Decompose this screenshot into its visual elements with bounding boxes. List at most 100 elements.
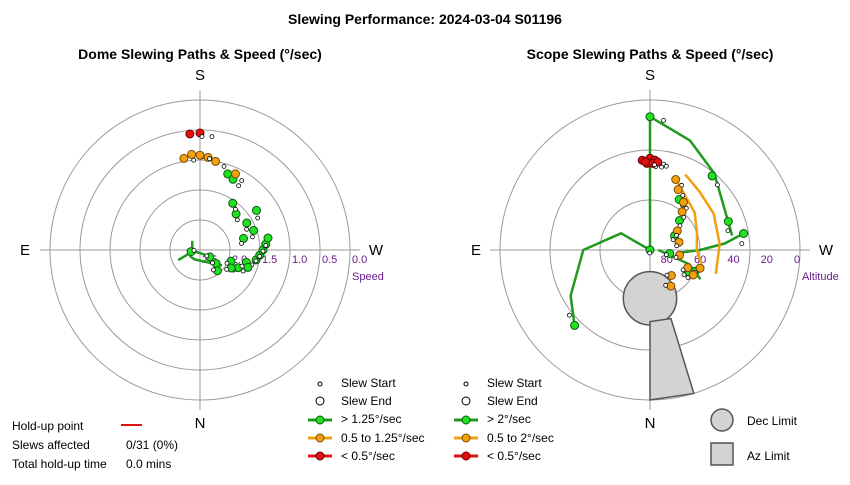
dome-slew-start-point: [224, 266, 230, 272]
scope-slew-end-point: [570, 320, 580, 330]
medium-marker-icon: [315, 433, 325, 443]
scope-title: Scope Slewing Paths & Speed (°/sec): [527, 46, 774, 62]
scope-slew-end-point: [739, 229, 749, 238]
dome-slew-end-point: [228, 198, 238, 208]
scope-slew-start-point: [739, 241, 745, 247]
scope-legend-medium: 0.5 to 2°/sec: [487, 431, 554, 445]
scope-slew-end-point: [677, 207, 687, 217]
dome-slew-end-point: [179, 153, 189, 163]
dome-slew-start-point: [253, 258, 259, 264]
dome-dir-s: S: [195, 67, 205, 84]
scope-tick-label: 0: [794, 254, 800, 266]
dome-slew-end-point: [249, 226, 259, 235]
scope-slew-start-point: [664, 272, 670, 278]
scope-slew-start-point: [652, 162, 657, 168]
scope-limits: [622, 270, 695, 401]
scope-legend-fast: > 2°/sec: [487, 412, 531, 426]
slew-start-marker-icon: [463, 381, 469, 387]
scope-slew-end-point: [666, 281, 676, 291]
total-holdup-value: 0.0 mins: [126, 457, 171, 471]
dome-tick-label: 1.0: [292, 254, 307, 266]
scope-slew-end-point: [671, 175, 681, 184]
dome-plot: [177, 128, 273, 276]
slew-end-marker-icon: [315, 396, 325, 406]
dome-grid: [40, 90, 360, 410]
scope-legend-slow: < 0.5°/sec: [487, 449, 541, 463]
scope-slew-start-point: [715, 182, 720, 188]
dome-slew-start-point: [224, 260, 230, 266]
dome-slew-start-point: [240, 268, 246, 274]
dome-slew-start-point: [234, 217, 240, 223]
scope-dir-w: W: [819, 242, 834, 259]
slews-affected-value: 0/31 (0%): [126, 438, 178, 452]
dome-slew-start-point: [204, 253, 210, 259]
scope-slew-end-point: [695, 263, 705, 273]
scope-dir-e: E: [471, 242, 481, 259]
slow-marker-icon: [461, 451, 471, 461]
dome-axis-name: Speed: [352, 271, 384, 283]
scope-slew-start-point: [663, 252, 669, 258]
scope-slew-start-point: [663, 163, 669, 169]
scope-legend-start: Slew Start: [487, 376, 542, 390]
medium-marker-icon: [461, 433, 471, 443]
holdup-point-label: Hold-up point: [12, 419, 84, 433]
scope-slew-path: [684, 173, 721, 275]
dome-slew-start-point: [191, 247, 197, 253]
dome-tick-label: 0.5: [322, 254, 337, 266]
dome-legend-medium: 0.5 to 1.25°/sec: [341, 431, 425, 445]
scope-slew-path: [569, 232, 651, 326]
scope-tick-label: 40: [727, 254, 739, 266]
dome-slew-start-point: [207, 156, 213, 162]
dome-slew-start-point: [210, 260, 215, 266]
scope-slew-start-point: [680, 267, 686, 273]
chart-title: Slewing Performance: 2024-03-04 S01196: [288, 11, 562, 27]
slow-marker-icon: [315, 451, 325, 461]
dome-slew-start-point: [199, 134, 205, 140]
scope-slew-start-point: [725, 228, 731, 234]
dome-slew-end-point: [231, 169, 240, 179]
scope-slew-end-point: [707, 171, 717, 181]
scope-dir-n: N: [645, 415, 656, 432]
dome-slew-end-point: [187, 149, 197, 159]
slews-affected-label: Slews affected: [12, 438, 90, 452]
dome-slew-end-point: [242, 218, 252, 228]
scope-slew-start-point: [674, 243, 680, 249]
dome-slew-start-point: [260, 248, 266, 254]
dome-slew-start-point: [239, 240, 244, 246]
scope-slew-end-point: [688, 270, 698, 280]
dome-tick-label: 1.5: [262, 254, 277, 266]
dome-tick-label: 0.0: [352, 254, 367, 266]
fast-marker-icon: [315, 415, 325, 425]
dome-slew-start-point: [210, 267, 216, 273]
scope-slew-start-point: [680, 192, 686, 198]
dec-limit-icon: [710, 408, 734, 432]
slew-start-marker-icon: [317, 381, 323, 387]
az-limit-icon: [710, 442, 734, 466]
scope-plot: [567, 112, 749, 330]
scope-slew-start-point: [659, 164, 664, 170]
dome-legend-start: Slew Start: [341, 376, 396, 390]
scope-dir-s: S: [645, 67, 655, 84]
scope-slew-end-point: [673, 185, 683, 195]
dome-slew-start-point: [244, 226, 250, 232]
scope-slew-path: [649, 115, 734, 236]
scope-slew-end-point: [683, 263, 693, 273]
scope-legend-az-limit: Az Limit: [747, 449, 790, 463]
dome-slew-end-point: [252, 205, 261, 215]
dome-slew-start-point: [236, 183, 242, 189]
dome-slew-start-point: [209, 134, 215, 140]
scope-axis-name: Altitude: [802, 271, 839, 283]
dome-slew-start-point: [249, 234, 255, 240]
scope-legend: Slew Start Slew End > 2°/sec 0.5 to 2°/s…: [454, 376, 798, 466]
dome-slew-end-point: [185, 129, 195, 139]
fast-marker-icon: [461, 415, 471, 425]
scope-slew-start-point: [685, 275, 691, 281]
scope-slew-start-point: [674, 232, 679, 238]
scope-slew-path: [679, 232, 745, 254]
dome-slew-start-point: [239, 263, 245, 269]
scope-legend-dec-limit: Dec Limit: [747, 414, 798, 428]
scope-legend-end: Slew End: [487, 394, 538, 408]
dome-chart: Dome Slewing Paths & Speed (°/sec) S N E…: [20, 46, 384, 432]
scope-tick-label: 20: [761, 254, 773, 266]
